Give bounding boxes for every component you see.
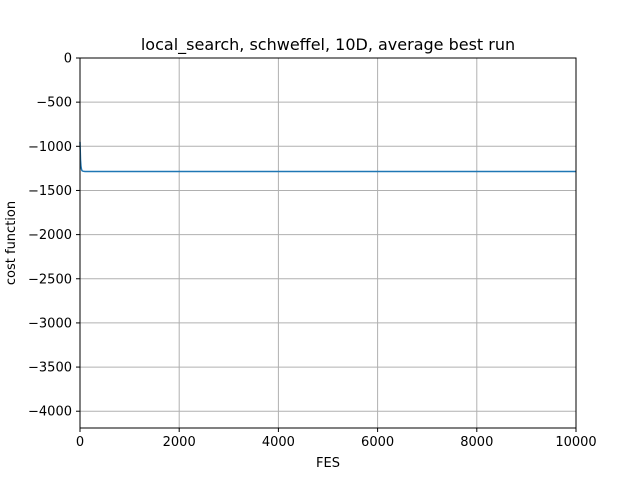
series-layer [79,141,576,173]
x-tick-label: 10000 [555,435,596,450]
y-tick-label: −4000 [28,405,72,420]
y-tick-label: −2500 [28,272,72,287]
y-tick-label: −1000 [28,140,72,155]
series-line [79,141,576,173]
y-tick-label: −1500 [28,184,72,199]
x-tick-label: 8000 [460,435,493,450]
plot-frame [79,57,577,429]
y-tick-label: −500 [36,96,72,111]
y-tick-label: 0 [64,52,72,67]
x-axis-label: FES [316,456,340,471]
x-tick-label: 2000 [163,435,196,450]
chart-title: local_search, schweffel, 10D, average be… [141,35,515,55]
x-tick-label: 0 [76,435,84,450]
y-tick-label: −2000 [28,228,72,243]
x-tick-label: 4000 [262,435,295,450]
y-axis-label: cost function [4,201,19,285]
grid [79,57,577,428]
y-tick-label: −3500 [28,361,72,376]
x-tick-label: 6000 [361,435,394,450]
x-axis: 0 2000 4000 6000 8000 10000 [76,428,597,450]
y-tick-label: −3000 [28,316,72,331]
y-axis: 0 −500 −1000 −1500 −2000 −2500 −3000 −3500 −4000 [28,52,80,420]
